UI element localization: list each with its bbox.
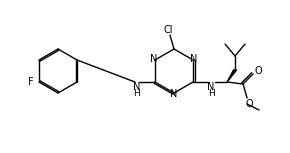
Text: O: O xyxy=(254,66,262,76)
Text: N: N xyxy=(133,82,141,92)
Text: N: N xyxy=(150,54,158,64)
Text: Cl: Cl xyxy=(163,25,173,35)
Text: F: F xyxy=(28,77,34,87)
Polygon shape xyxy=(227,70,237,82)
Text: N: N xyxy=(190,54,198,64)
Text: N: N xyxy=(207,82,215,92)
Text: H: H xyxy=(134,88,140,97)
Text: O: O xyxy=(245,99,253,109)
Text: H: H xyxy=(208,88,214,97)
Text: N: N xyxy=(170,89,178,99)
